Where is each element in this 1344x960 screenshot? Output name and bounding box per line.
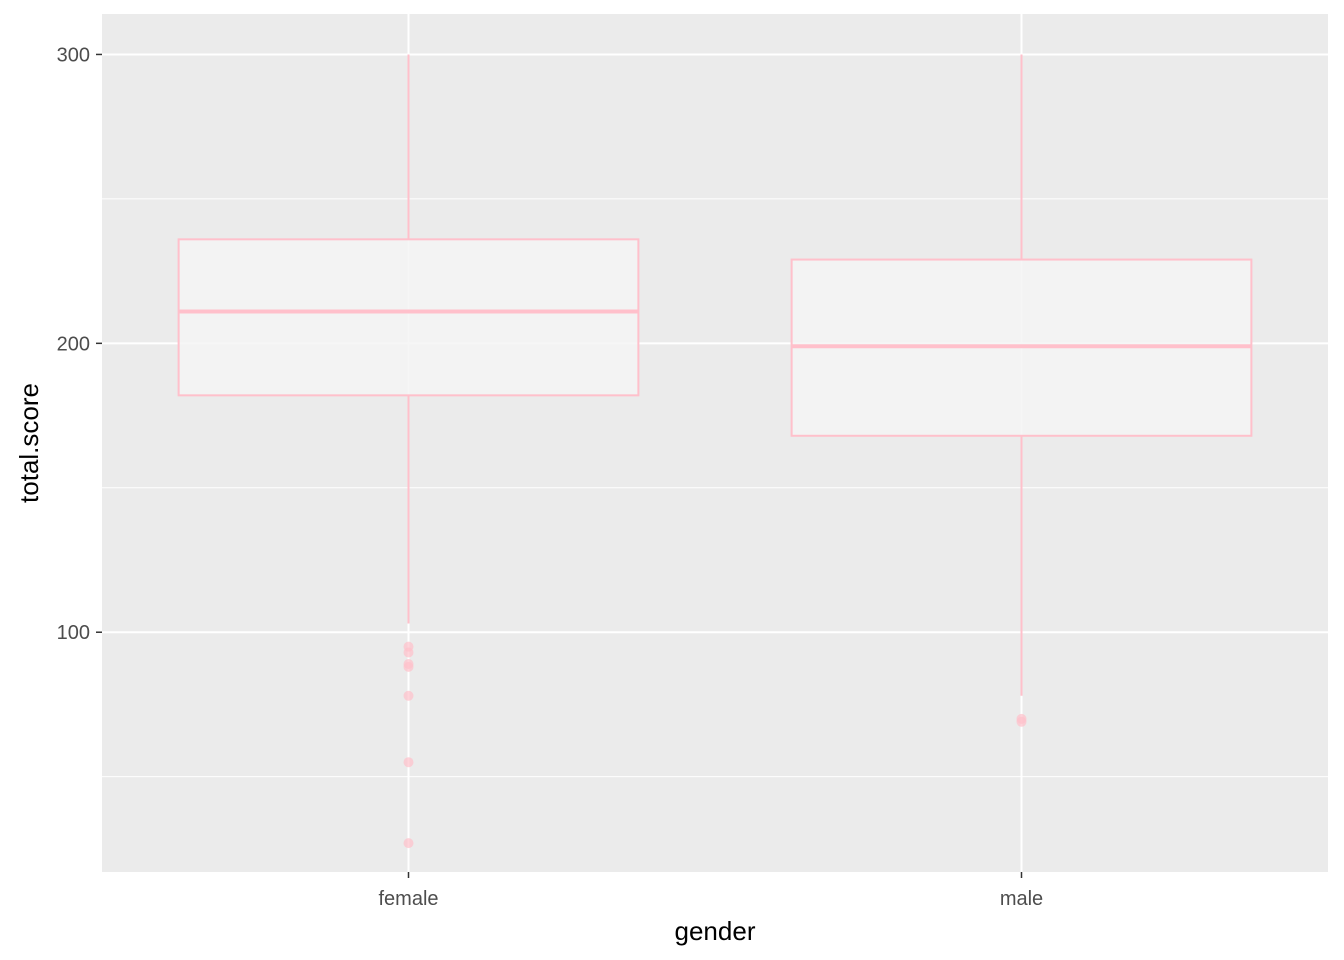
y-tick-label: 300 — [57, 44, 90, 66]
y-axis-title: total.score — [14, 383, 44, 503]
panel-background — [102, 14, 1328, 872]
outlier-point — [403, 690, 414, 701]
outlier-point — [403, 647, 414, 658]
minor-gridlines — [102, 198, 1328, 778]
x-axis-ticks: female male — [378, 872, 1043, 910]
outlier-point — [403, 757, 414, 768]
x-tick-label: male — [1000, 888, 1043, 910]
box-iqr — [177, 238, 640, 397]
outlier-point — [403, 661, 414, 672]
y-tick-label: 200 — [57, 333, 90, 355]
boxes-layer — [177, 54, 1253, 849]
outlier-point — [403, 838, 414, 849]
x-axis-title: gender — [675, 916, 756, 946]
y-tick-label: 100 — [57, 622, 90, 644]
x-tick-label: female — [378, 888, 438, 910]
y-axis-ticks: 100 200 300 — [57, 44, 102, 644]
outlier-point — [1016, 716, 1027, 727]
